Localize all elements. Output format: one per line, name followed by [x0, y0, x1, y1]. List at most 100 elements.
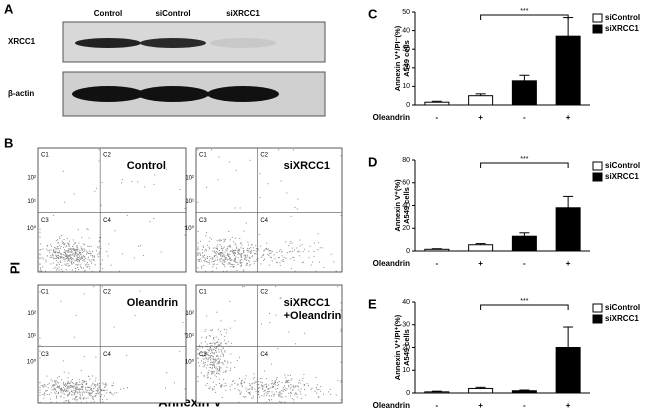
y-tick-label: 80	[402, 157, 410, 164]
event-dot	[75, 267, 77, 269]
event-dot	[69, 247, 71, 249]
event-dot	[238, 250, 240, 252]
lane-label: Control	[94, 9, 122, 18]
event-dot	[85, 263, 87, 265]
event-dot	[77, 258, 79, 260]
event-dot	[68, 243, 70, 245]
event-dot	[289, 242, 291, 244]
event-dot	[279, 394, 281, 396]
event-dot	[59, 247, 61, 249]
event-dot	[268, 384, 270, 386]
event-dot	[246, 249, 248, 251]
event-dot	[39, 257, 41, 259]
event-dot	[223, 238, 225, 240]
event-dot	[67, 395, 69, 397]
event-dot	[260, 323, 262, 325]
y-tick-label: 10²	[27, 311, 36, 317]
event-dot	[82, 389, 84, 391]
event-dot	[261, 378, 263, 380]
event-dot	[64, 263, 66, 265]
event-dot	[76, 258, 78, 260]
event-dot	[288, 381, 290, 383]
event-dot	[121, 179, 123, 181]
event-dot	[92, 255, 94, 257]
event-dot	[206, 315, 208, 317]
event-dot	[67, 394, 69, 396]
event-dot	[269, 252, 271, 254]
event-dot	[67, 250, 69, 252]
event-dot	[68, 259, 70, 261]
event-dot	[68, 245, 70, 247]
event-dot	[250, 247, 252, 249]
event-dot	[240, 382, 242, 384]
event-dot	[78, 256, 80, 258]
event-dot	[45, 261, 47, 263]
event-dot	[244, 258, 246, 260]
event-dot	[225, 389, 227, 391]
event-dot	[88, 237, 90, 239]
event-dot	[93, 390, 95, 392]
event-dot	[238, 253, 240, 255]
x-tick-label: -	[436, 113, 439, 122]
event-dot	[275, 314, 277, 316]
event-dot	[215, 368, 217, 370]
event-dot	[43, 394, 45, 396]
event-dot	[228, 230, 230, 232]
event-dot	[286, 380, 288, 382]
event-dot	[202, 255, 204, 257]
event-dot	[60, 388, 62, 390]
event-dot	[272, 394, 274, 396]
plot-label: siXRCC1	[284, 160, 330, 172]
event-dot	[102, 398, 104, 400]
event-dot	[255, 260, 257, 262]
event-dot	[65, 245, 67, 247]
event-dot	[87, 245, 89, 247]
event-dot	[279, 297, 281, 299]
event-dot	[214, 260, 216, 262]
event-dot	[216, 346, 218, 348]
event-dot	[205, 235, 207, 237]
event-dot	[104, 389, 106, 391]
event-dot	[227, 255, 229, 257]
event-dot	[266, 385, 268, 387]
event-dot	[295, 392, 297, 394]
event-dot	[294, 270, 296, 272]
event-dot	[76, 245, 78, 247]
event-dot	[216, 253, 218, 255]
event-dot	[210, 342, 212, 344]
event-dot	[69, 260, 71, 262]
event-dot	[207, 358, 209, 360]
event-dot	[223, 241, 225, 243]
event-dot	[241, 264, 243, 266]
event-dot	[232, 251, 234, 253]
event-dot	[57, 377, 59, 379]
event-dot	[74, 384, 76, 386]
event-dot	[56, 381, 58, 383]
event-dot	[84, 260, 86, 262]
event-dot	[229, 345, 231, 347]
event-dot	[220, 255, 222, 257]
event-dot	[39, 263, 41, 265]
event-dot	[62, 389, 64, 391]
event-dot	[290, 240, 292, 242]
event-dot	[290, 379, 292, 381]
event-dot	[273, 254, 275, 256]
event-dot	[57, 386, 59, 388]
event-dot	[60, 253, 62, 255]
event-dot	[64, 201, 66, 203]
event-dot	[251, 244, 253, 246]
event-dot	[100, 389, 102, 391]
event-dot	[43, 397, 45, 399]
event-dot	[55, 257, 57, 259]
event-dot	[50, 249, 52, 251]
event-dot	[76, 248, 78, 250]
event-dot	[212, 261, 214, 263]
event-dot	[340, 302, 342, 304]
event-dot	[116, 392, 118, 394]
event-dot	[211, 373, 213, 375]
event-dot	[217, 259, 219, 261]
event-dot	[59, 257, 61, 259]
event-dot	[47, 387, 49, 389]
event-dot	[77, 391, 79, 393]
event-dot	[65, 389, 67, 391]
